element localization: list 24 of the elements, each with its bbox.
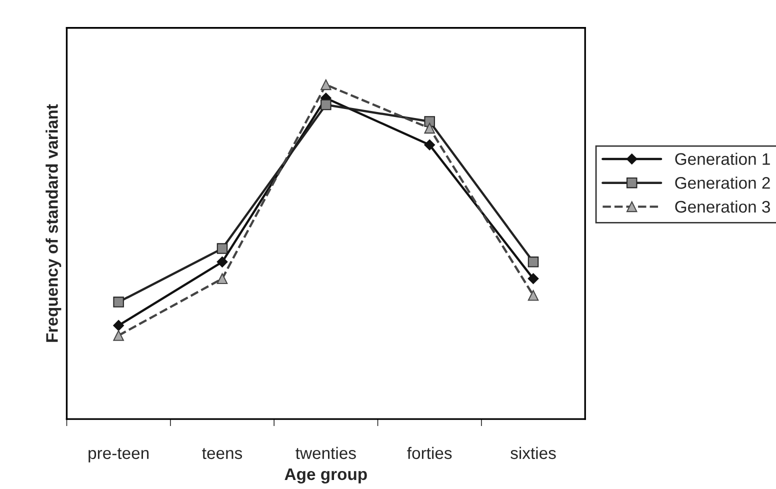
point — [320, 79, 332, 90]
x-tick-label: sixties — [510, 446, 556, 460]
legend-label: Generation 2 — [675, 176, 770, 189]
point — [424, 122, 435, 134]
point — [216, 256, 228, 268]
x-axis-title: Age group — [284, 468, 367, 484]
x-tick-label: pre-teen — [88, 448, 149, 462]
point — [113, 296, 124, 308]
point — [216, 273, 228, 284]
x-tick-label: teens — [202, 448, 242, 460]
legend-label: Generation 1 — [675, 152, 770, 165]
point — [424, 139, 436, 150]
point — [528, 256, 539, 268]
legend-label: Generation 3 — [675, 200, 770, 213]
point — [113, 330, 124, 341]
point — [113, 320, 124, 331]
point — [320, 99, 332, 110]
x-tick-label: twenties — [296, 446, 356, 460]
point — [528, 290, 539, 301]
y-axis-title: Frequency of standard variant — [46, 104, 62, 342]
x-tick-label: forties — [407, 446, 452, 460]
point — [216, 243, 228, 254]
point — [424, 116, 435, 127]
point — [528, 273, 539, 284]
